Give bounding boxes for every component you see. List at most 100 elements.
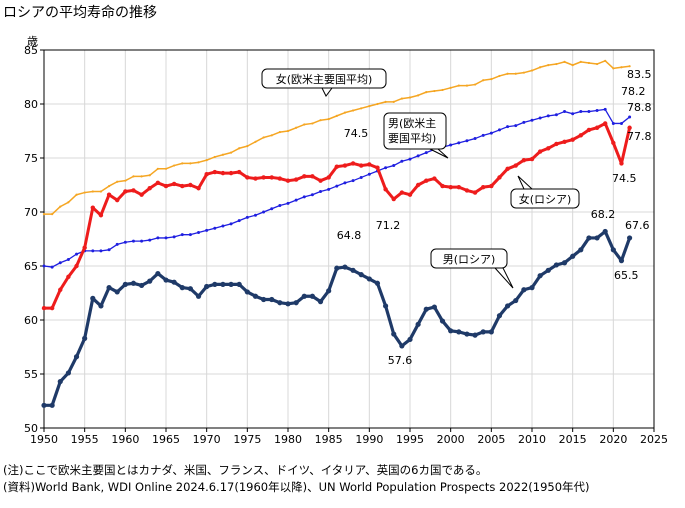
data-point <box>342 163 348 168</box>
data-point <box>187 286 193 292</box>
data-point <box>505 303 511 309</box>
data-point <box>245 175 250 180</box>
data-point <box>147 186 152 191</box>
data-point <box>237 169 242 175</box>
data-point <box>107 184 111 188</box>
data-point <box>302 195 306 199</box>
annotation-callout: 男(欧米主要国平均) <box>383 112 449 159</box>
data-point <box>496 313 503 319</box>
data-point <box>586 127 592 133</box>
data-point <box>521 287 527 293</box>
data-point <box>423 306 429 312</box>
data-point <box>278 130 281 134</box>
data-point <box>497 175 502 180</box>
data-point <box>449 86 452 89</box>
data-point <box>75 193 78 196</box>
data-point <box>407 192 413 197</box>
x-tick-label: 2025 <box>640 433 668 446</box>
data-point <box>254 140 257 143</box>
x-tick-label: 1960 <box>111 433 139 446</box>
annotation-callout: 女(ロシア) <box>510 175 580 209</box>
data-point <box>473 83 477 86</box>
data-point <box>415 182 421 188</box>
data-label: 78.8 <box>627 101 652 114</box>
data-point <box>351 179 355 183</box>
data-label: 71.2 <box>376 219 401 232</box>
data-point <box>253 176 258 181</box>
data-point <box>66 258 70 262</box>
data-point <box>221 224 225 228</box>
data-label: 74.5 <box>344 127 369 140</box>
data-point <box>376 102 379 106</box>
annotations: 女(欧米主要国平均) 男(欧米主要国平均) 女(ロシア) 男(ロシア) <box>261 68 580 289</box>
data-point <box>220 281 226 287</box>
data-point <box>123 240 127 244</box>
data-point <box>221 153 225 156</box>
data-point <box>139 192 144 197</box>
data-point <box>295 126 298 129</box>
data-point <box>586 235 592 241</box>
data-point <box>603 107 607 111</box>
data-point <box>91 190 94 193</box>
data-point <box>457 84 460 87</box>
data-point <box>480 329 486 335</box>
callout-pointer <box>429 148 449 159</box>
data-point <box>228 281 234 287</box>
data-point <box>82 335 88 341</box>
y-tick-label: 65 <box>24 260 38 273</box>
data-point <box>457 141 461 145</box>
data-point <box>539 66 542 69</box>
data-point <box>481 184 486 190</box>
data-point <box>334 265 340 271</box>
data-point <box>537 149 543 154</box>
data-point <box>374 280 381 286</box>
data-point <box>130 280 137 286</box>
data-point <box>375 165 380 170</box>
data-point <box>537 273 543 279</box>
data-point <box>448 184 453 190</box>
data-point <box>488 329 494 335</box>
data-point <box>278 204 282 208</box>
data-point <box>269 296 275 303</box>
data-point <box>594 235 600 241</box>
data-point <box>400 97 403 100</box>
data-point <box>571 112 575 116</box>
data-point <box>98 303 104 309</box>
data-label: 68.2 <box>591 208 616 221</box>
data-point <box>140 175 143 178</box>
data-point <box>140 239 144 243</box>
data-point <box>90 295 96 301</box>
data-point <box>171 279 177 285</box>
data-point <box>342 264 348 270</box>
data-point <box>213 226 217 230</box>
data-point <box>473 137 477 141</box>
y-tick-label: 60 <box>24 314 38 327</box>
data-point <box>238 147 241 150</box>
data-point <box>67 201 70 204</box>
data-point <box>196 186 201 191</box>
data-point <box>51 213 54 216</box>
data-point <box>384 166 388 170</box>
data-point <box>171 181 177 187</box>
data-point <box>425 91 428 94</box>
data-point <box>286 129 290 133</box>
data-point <box>197 231 201 235</box>
callout-box <box>510 188 580 209</box>
callout-pointer <box>321 87 333 97</box>
data-point <box>115 242 119 246</box>
data-point <box>106 192 112 197</box>
data-point <box>107 248 111 252</box>
x-tick-label: 2000 <box>437 433 465 446</box>
data-point <box>74 263 79 269</box>
data-point <box>392 164 396 168</box>
data-point <box>610 247 616 253</box>
data-label: 65.5 <box>614 269 639 282</box>
data-point <box>253 213 257 217</box>
data-point <box>229 222 233 226</box>
callout-text: 要国平均) <box>388 132 436 145</box>
data-point <box>449 143 453 147</box>
data-point <box>545 267 551 273</box>
data-point <box>587 61 591 65</box>
data-point <box>368 105 371 108</box>
x-tick-label: 2015 <box>559 433 587 446</box>
